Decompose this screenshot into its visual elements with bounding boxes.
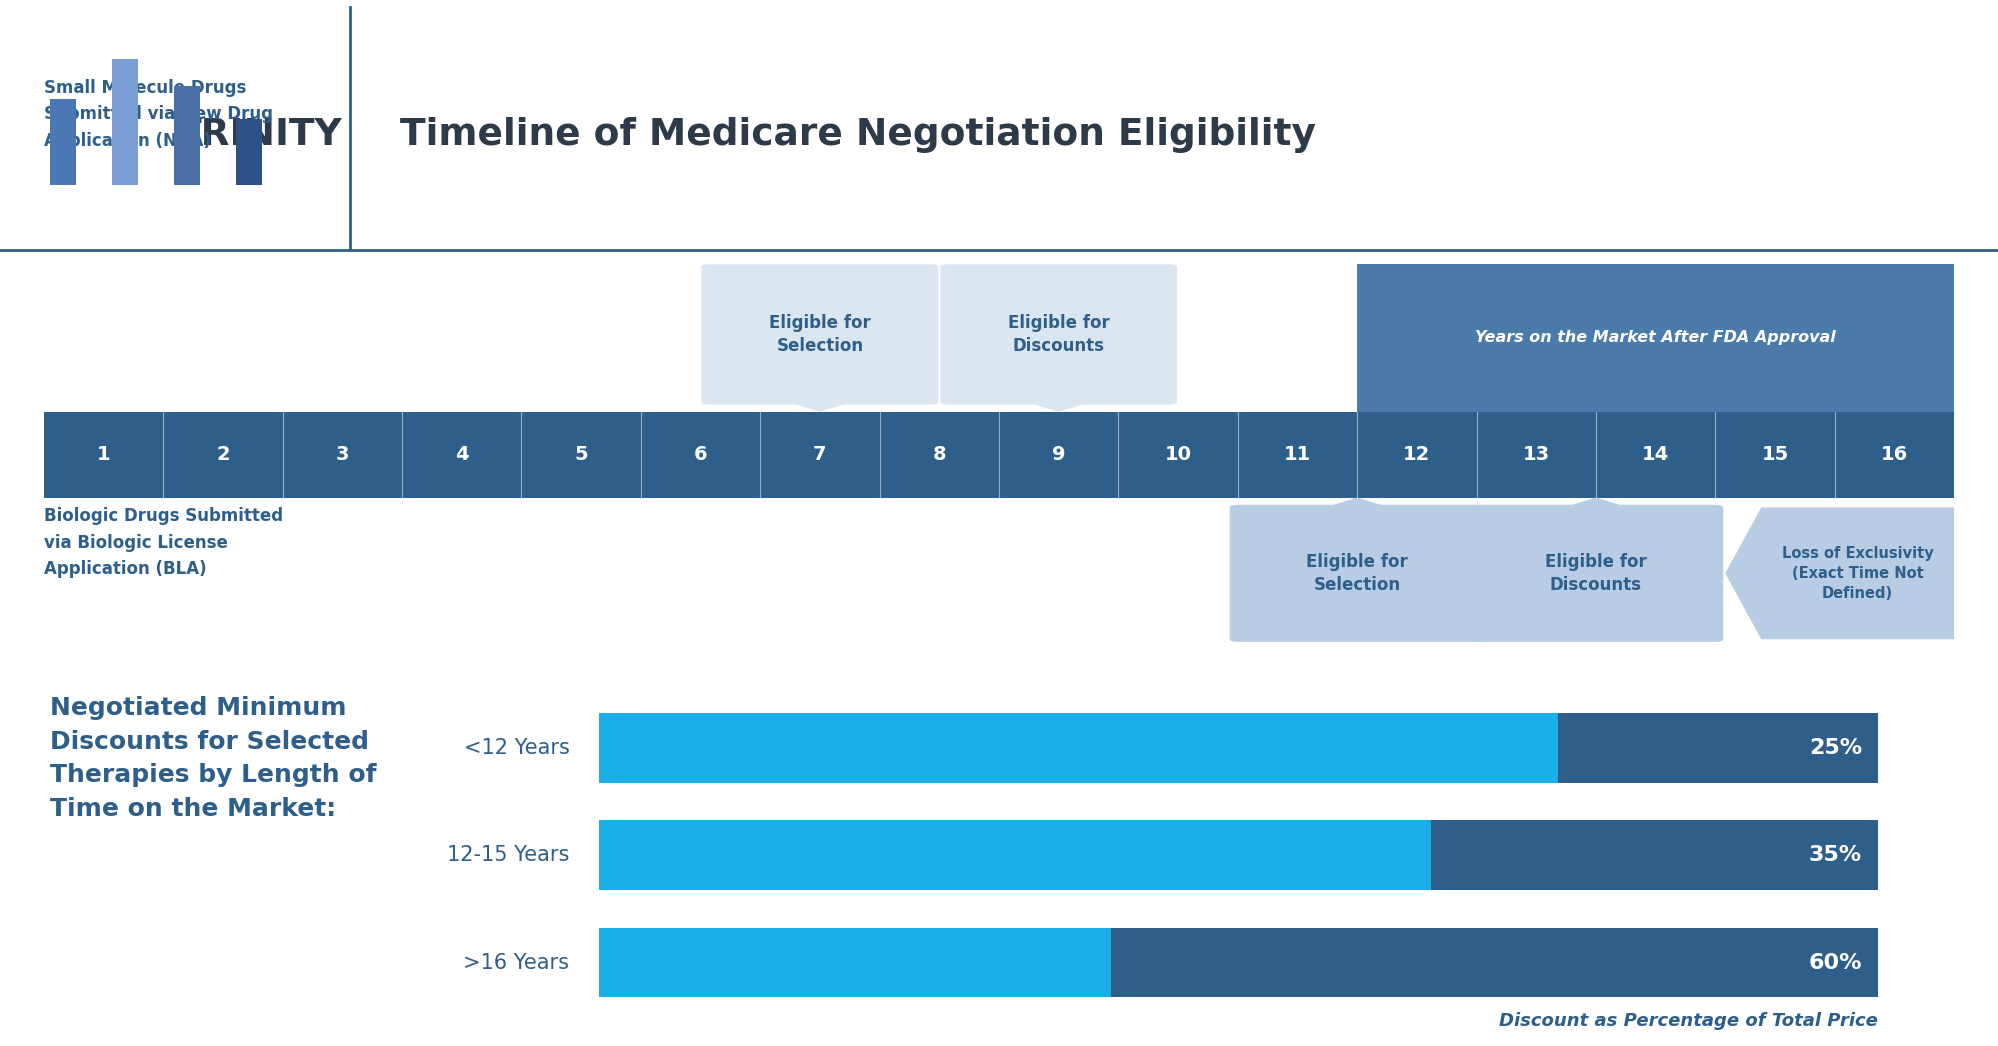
FancyBboxPatch shape (1469, 505, 1722, 642)
Text: 16: 16 (1880, 446, 1908, 464)
Text: 9: 9 (1051, 446, 1065, 464)
Text: Eligible for
Discounts: Eligible for Discounts (1007, 314, 1109, 356)
Text: Eligible for
Selection: Eligible for Selection (1307, 552, 1409, 594)
Text: 8: 8 (933, 446, 947, 464)
Text: 6: 6 (693, 446, 707, 464)
Polygon shape (787, 402, 851, 412)
Text: Timeline of Medicare Negotiation Eligibility: Timeline of Medicare Negotiation Eligibi… (400, 117, 1315, 153)
Text: 3: 3 (336, 446, 350, 464)
Text: 11: 11 (1285, 446, 1311, 464)
Bar (236, 118, 262, 184)
Text: >16 Years: >16 Years (464, 953, 569, 973)
FancyBboxPatch shape (701, 265, 939, 405)
Bar (174, 86, 200, 184)
Polygon shape (1325, 498, 1389, 507)
Text: Biologic Drugs Submitted
via Biologic License
Application (BLA): Biologic Drugs Submitted via Biologic Li… (44, 507, 284, 578)
Text: 12: 12 (1403, 446, 1431, 464)
Text: Eligible for
Discounts: Eligible for Discounts (1544, 552, 1646, 594)
Bar (50, 99, 76, 184)
Bar (599, 928, 1111, 997)
Polygon shape (1564, 498, 1628, 507)
Polygon shape (1027, 402, 1091, 412)
Text: 2: 2 (216, 446, 230, 464)
Text: 5: 5 (573, 446, 587, 464)
Bar (1558, 713, 1878, 782)
Text: Loss of Exclusivity
(Exact Time Not
Defined): Loss of Exclusivity (Exact Time Not Defi… (1782, 546, 1934, 600)
FancyBboxPatch shape (1229, 505, 1485, 642)
Text: Negotiated Minimum
Discounts for Selected
Therapies by Length of
Time on the Mar: Negotiated Minimum Discounts for Selecte… (50, 697, 376, 821)
Bar (599, 713, 1558, 782)
Bar (599, 820, 1431, 890)
Text: 13: 13 (1522, 446, 1550, 464)
Text: 10: 10 (1165, 446, 1191, 464)
Text: Eligible for
Selection: Eligible for Selection (769, 314, 871, 356)
Bar (44, 412, 1954, 498)
Text: <12 Years: <12 Years (464, 737, 569, 758)
Text: Small Molecule Drugs
Submitted via New Drug
Application (NDA): Small Molecule Drugs Submitted via New D… (44, 79, 274, 150)
Text: 1: 1 (96, 446, 110, 464)
Text: 14: 14 (1642, 446, 1668, 464)
Text: 60%: 60% (1808, 953, 1862, 973)
Text: 4: 4 (456, 446, 470, 464)
Text: Discount as Percentage of Total Price: Discount as Percentage of Total Price (1498, 1013, 1878, 1030)
FancyBboxPatch shape (941, 265, 1177, 405)
Text: 7: 7 (813, 446, 827, 464)
Bar (1111, 928, 1878, 997)
Text: 12-15 Years: 12-15 Years (448, 845, 569, 865)
Bar (1431, 820, 1878, 890)
Text: TRINITY: TRINITY (176, 117, 342, 153)
Text: 25%: 25% (1808, 737, 1862, 758)
Text: 15: 15 (1762, 446, 1788, 464)
Bar (1357, 264, 1954, 412)
Text: 35%: 35% (1808, 845, 1862, 865)
Text: Years on the Market After FDA Approval: Years on the Market After FDA Approval (1475, 331, 1836, 345)
Polygon shape (1726, 507, 1954, 639)
Bar (112, 60, 138, 184)
